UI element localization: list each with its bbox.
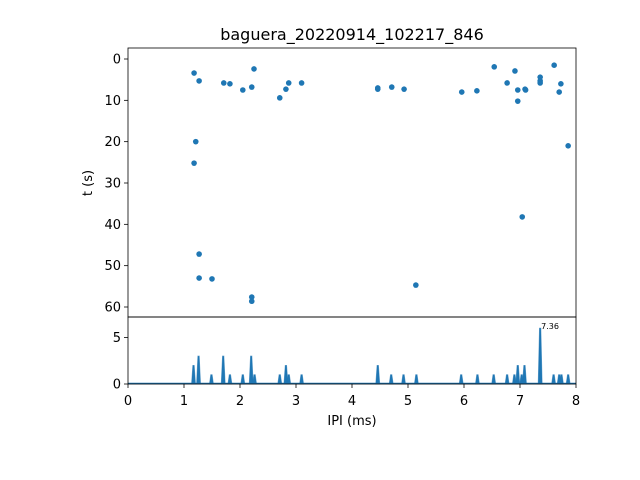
scatter-point [514,87,521,93]
scatter-point [248,294,255,300]
peak-annotation: 7.36 [541,322,559,331]
scatter-point [537,80,543,86]
scatter-point [401,86,407,92]
x-tick-label: 2 [236,394,244,409]
scatter-point [519,214,526,220]
scatter-point [512,68,518,74]
scatter-point [191,70,197,76]
scatter-point [196,275,202,281]
scatter-point [192,138,199,145]
scatter-point [388,84,395,90]
scatter-point [209,276,215,282]
scatter-point [474,88,480,94]
scatter-point [220,80,227,86]
x-tick-label: 4 [348,394,356,409]
scatter-point [491,64,498,70]
scatter-point [191,160,197,166]
y-tick-label: 60 [104,301,121,316]
scatter-point [276,95,283,101]
histogram-axes-frame [127,316,577,385]
scatter-point [283,86,289,92]
scatter-point [227,81,233,87]
scatter-point [248,84,255,90]
scatter-point [558,81,564,87]
y-axis-label: t (s) [81,170,96,196]
scatter-point [374,85,381,91]
scatter-point [196,251,202,257]
x-tick-label: 8 [572,394,580,409]
scatter-point [248,298,255,305]
y-tick-label: 0 [113,378,121,393]
x-axis-label: IPI (ms) [327,414,376,429]
scatter-point [413,282,419,288]
y-tick-label: 30 [104,177,121,192]
scatter-point [298,80,305,86]
x-tick-label: 6 [460,394,468,409]
x-tick-label: 3 [292,394,300,409]
y-tick-label: 5 [113,331,121,346]
scatter-point [251,66,257,72]
scatter-point [458,89,465,95]
x-tick-label: 0 [124,394,132,409]
x-tick-label: 5 [404,394,412,409]
scatter-point [196,78,202,84]
scatter-axes: 0 10 20 30 40 50 60 [104,47,577,318]
scatter-point [565,143,571,149]
scatter-point [556,89,562,95]
scatter-point [514,98,521,104]
histogram-axes: 0 5 0 1 2 3 4 5 6 7 8 [113,316,580,409]
y-tick-label: 20 [104,135,121,150]
y-tick-label: 40 [104,218,121,233]
scatter-point [285,80,292,86]
x-tick-label: 7 [516,394,524,409]
y-tick-label: 10 [104,94,121,109]
chart-title: baguera_20220914_102217_846 [220,25,484,45]
y-tick-label: 50 [104,259,121,274]
x-tick-label: 1 [180,394,188,409]
y-tick-label: 0 [113,53,121,68]
scatter-point [522,87,529,93]
scatter-point [504,80,510,86]
scatter-point [240,87,246,93]
scatter-point [551,62,557,68]
